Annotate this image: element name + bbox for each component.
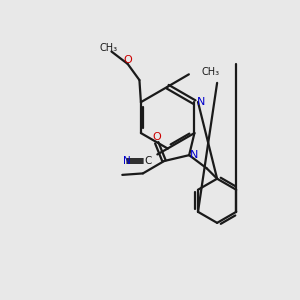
Text: CH₃: CH₃ [201, 67, 219, 77]
Text: N: N [123, 156, 130, 166]
Text: CH₃: CH₃ [99, 43, 118, 53]
Text: N: N [190, 150, 199, 160]
Text: O: O [124, 55, 133, 65]
Text: O: O [152, 133, 161, 142]
Text: N: N [197, 97, 205, 107]
Text: C: C [145, 156, 152, 166]
